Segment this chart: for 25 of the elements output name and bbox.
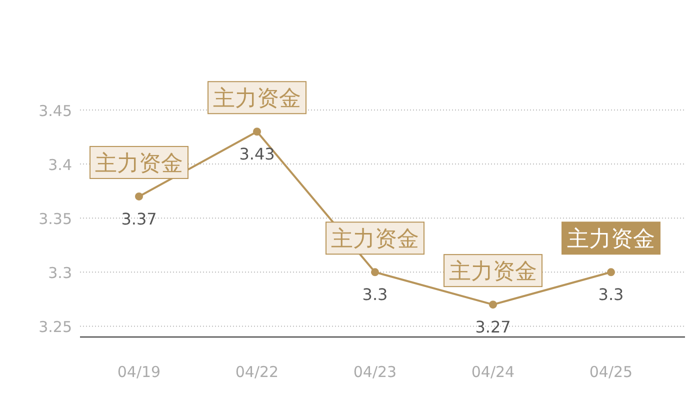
y-tick-label: 3.35: [38, 210, 72, 228]
y-tick-label: 3.25: [38, 318, 72, 336]
x-tick-label: 04/19: [117, 363, 161, 381]
point: [253, 128, 261, 136]
x-tick-label: 04/23: [353, 363, 397, 381]
point: [489, 300, 497, 309]
point: [371, 268, 379, 276]
y-tick-label: 3.3: [48, 264, 72, 282]
data-label: 3.27: [475, 318, 511, 337]
data-label: 3.3: [598, 285, 624, 304]
x-tick-label: 04/22: [235, 363, 279, 381]
annotation: 主力资金: [331, 227, 419, 252]
annotation: 主力资金: [213, 86, 301, 112]
annotation: 主力资金: [567, 227, 655, 252]
x-tick-label: 04/25: [589, 363, 633, 381]
x-tick-label: 04/24: [471, 363, 515, 381]
y-tick-label: 3.4: [48, 156, 72, 174]
point: [607, 268, 615, 276]
data-label: 3.37: [121, 209, 157, 228]
annotation: 主力资金: [449, 260, 537, 285]
y-tick-label: 3.45: [38, 102, 72, 120]
annotation: 主力资金: [95, 151, 183, 176]
data-label: 3.43: [239, 144, 275, 164]
data-label: 3.3: [362, 285, 388, 304]
point: [135, 192, 143, 200]
